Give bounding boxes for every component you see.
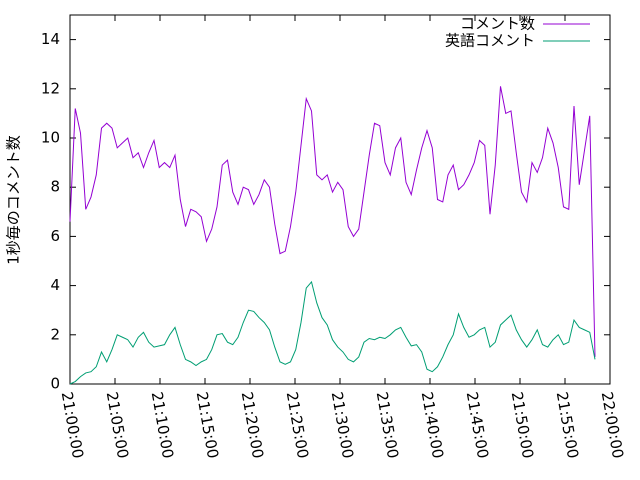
y-tick-label: 10 [41,129,60,147]
x-tick-label: 21:30:00 [328,390,357,459]
plot-border [69,14,611,385]
x-tick-label: 21:50:00 [508,390,537,459]
y-tick-label: 6 [50,227,60,245]
x-tick-label: 21:45:00 [463,390,492,459]
x-tick-label: 21:10:00 [148,390,177,459]
x-tick-label: 21:55:00 [553,390,582,459]
y-axis-label: 1秒毎のコメント数 [5,135,23,265]
y-tick-label: 2 [50,325,60,343]
y-tick-label: 14 [41,30,60,48]
y-tick-label: 12 [41,79,60,97]
x-tick-label: 21:00:00 [58,390,87,459]
x-tick-label: 21:35:00 [373,390,402,459]
legend-label: コメント数 [460,15,535,33]
series-line [69,86,596,357]
y-tick-label: 4 [50,276,60,294]
x-tick-label: 21:20:00 [238,390,267,459]
x-tick-label: 21:40:00 [418,390,447,459]
series-line [69,280,596,385]
legend-label: 英語コメント [445,32,535,50]
x-tick-label: 21:25:00 [283,390,312,459]
y-tick-label: 8 [50,178,60,196]
x-tick-label: 21:15:00 [193,390,222,459]
x-tick-label: 22:00:00 [598,390,627,459]
y-tick-label: 0 [50,375,60,393]
x-tick-label: 21:05:00 [103,390,132,459]
